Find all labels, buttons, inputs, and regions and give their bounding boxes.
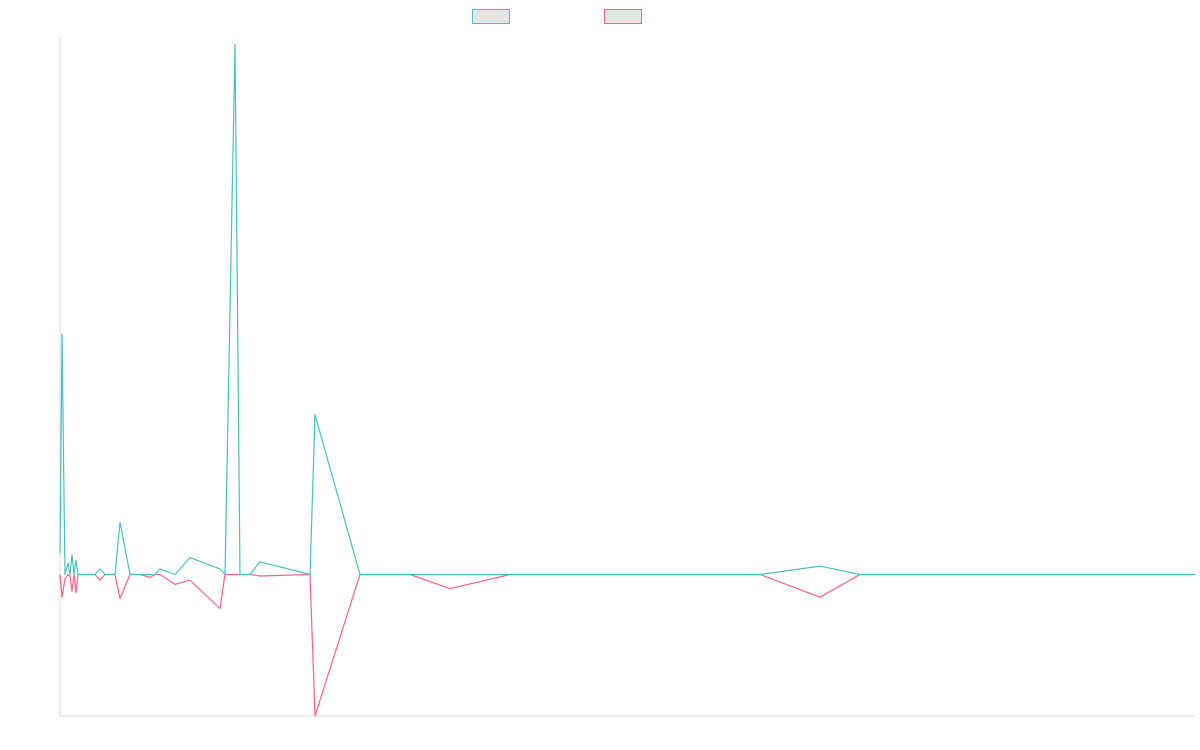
legend-swatch-series-2 bbox=[604, 9, 642, 24]
series-line-2 bbox=[59, 573, 1195, 717]
legend-item-series-1[interactable] bbox=[472, 9, 516, 24]
legend-item-series-2[interactable] bbox=[604, 9, 648, 24]
legend-swatch-series-1 bbox=[472, 9, 510, 24]
legend bbox=[0, 9, 1200, 27]
series-line-1 bbox=[59, 43, 1195, 576]
